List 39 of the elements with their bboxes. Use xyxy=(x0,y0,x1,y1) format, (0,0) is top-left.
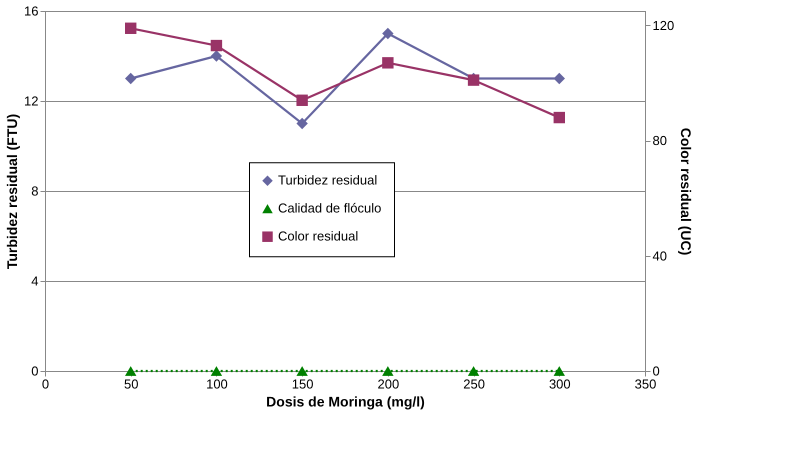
y2-tick-label: 40 xyxy=(652,248,667,264)
y2-tick-label: 120 xyxy=(652,18,674,33)
y2-tick-label: 0 xyxy=(652,364,660,378)
point xyxy=(296,94,308,106)
y-tick-label: 8 xyxy=(31,184,38,198)
point xyxy=(554,366,565,376)
x-tick-label: 100 xyxy=(206,376,228,392)
legend-label: Turbidez residual xyxy=(278,172,378,188)
point xyxy=(296,118,308,130)
point xyxy=(210,40,222,52)
x-tick-label: 200 xyxy=(378,376,400,392)
y2-axis-title: Color residual (UC) xyxy=(678,128,694,256)
x-tick-label: 300 xyxy=(548,376,571,392)
point xyxy=(296,366,308,376)
x-tick-label: 0 xyxy=(42,376,50,392)
point xyxy=(468,366,480,376)
point xyxy=(382,366,394,376)
point xyxy=(382,28,394,40)
y2-tick-label: 80 xyxy=(652,133,667,148)
y-tick-label: 4 xyxy=(31,274,38,288)
legend-label: Calidad de flóculo xyxy=(278,200,382,216)
point xyxy=(125,22,136,34)
point xyxy=(210,50,222,62)
x-tick-label: 150 xyxy=(292,376,314,392)
point xyxy=(554,112,565,124)
y-axis-title: Turbidez residual (FTU) xyxy=(4,114,20,270)
legend-label: Color residual xyxy=(278,228,358,244)
point xyxy=(125,366,136,376)
x-tick-label: 50 xyxy=(124,376,138,392)
point xyxy=(382,57,394,69)
point xyxy=(210,366,222,376)
y-tick-label: 16 xyxy=(24,4,38,18)
y-tick-label: 0 xyxy=(31,364,38,378)
y-tick-label: 12 xyxy=(24,94,38,108)
x-tick-label: 250 xyxy=(463,376,485,392)
x-tick-label: 350 xyxy=(634,376,656,392)
point xyxy=(554,72,565,84)
x-axis-title: Dosis de Moringa (mg/l) xyxy=(266,394,425,410)
point xyxy=(125,72,136,84)
